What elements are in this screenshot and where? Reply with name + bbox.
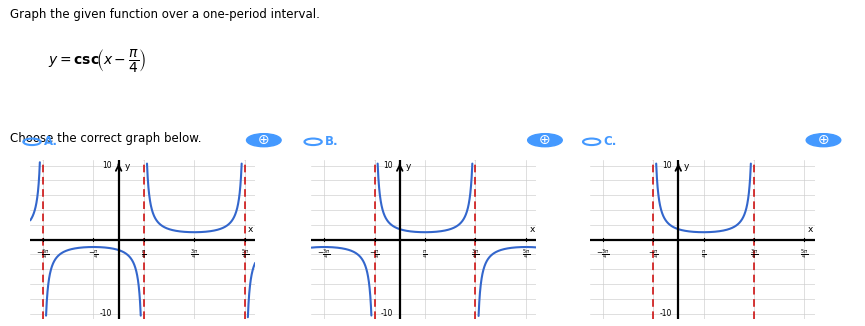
Text: $\frac{5\pi}{4}$: $\frac{5\pi}{4}$ bbox=[800, 248, 809, 262]
Text: $-\frac{\pi}{4}$: $-\frac{\pi}{4}$ bbox=[88, 248, 99, 260]
Text: y: y bbox=[406, 162, 411, 170]
Text: $\frac{3\pi}{4}$: $\frac{3\pi}{4}$ bbox=[750, 248, 758, 262]
Text: $-\frac{\pi}{4}$: $-\frac{\pi}{4}$ bbox=[648, 248, 658, 260]
Text: $\frac{\pi}{4}$: $\frac{\pi}{4}$ bbox=[141, 248, 146, 260]
Text: ⊕: ⊕ bbox=[258, 133, 270, 146]
Text: C.: C. bbox=[604, 135, 617, 148]
Text: $\frac{3\pi}{4}$: $\frac{3\pi}{4}$ bbox=[190, 248, 198, 262]
Text: A.: A. bbox=[44, 135, 58, 148]
Text: Choose the correct graph below.: Choose the correct graph below. bbox=[10, 132, 202, 145]
Text: -10: -10 bbox=[659, 309, 672, 318]
Text: x: x bbox=[248, 225, 253, 234]
Text: -10: -10 bbox=[99, 309, 112, 318]
Text: $y=\mathbf{csc}\!\left(x-\dfrac{\pi}{4}\right)$: $y=\mathbf{csc}\!\left(x-\dfrac{\pi}{4}\… bbox=[48, 47, 146, 74]
Text: ⊕: ⊕ bbox=[539, 133, 551, 146]
Text: -10: -10 bbox=[381, 309, 394, 318]
Text: $-\frac{3\pi}{4}$: $-\frac{3\pi}{4}$ bbox=[317, 248, 331, 262]
Text: $-\frac{3\pi}{4}$: $-\frac{3\pi}{4}$ bbox=[36, 248, 50, 262]
Text: $-\frac{3\pi}{4}$: $-\frac{3\pi}{4}$ bbox=[596, 248, 610, 262]
Text: y: y bbox=[125, 162, 130, 170]
Text: $\frac{\pi}{4}$: $\frac{\pi}{4}$ bbox=[701, 248, 706, 260]
Text: 10: 10 bbox=[103, 161, 112, 170]
Text: x: x bbox=[529, 225, 535, 234]
Text: ⊕: ⊕ bbox=[817, 133, 830, 146]
Text: Graph the given function over a one-period interval.: Graph the given function over a one-peri… bbox=[10, 8, 320, 21]
Text: $\frac{3\pi}{4}$: $\frac{3\pi}{4}$ bbox=[471, 248, 479, 262]
Text: 10: 10 bbox=[384, 161, 394, 170]
Text: B.: B. bbox=[325, 135, 339, 148]
Text: $-\frac{\pi}{4}$: $-\frac{\pi}{4}$ bbox=[369, 248, 380, 260]
Text: $\frac{5\pi}{4}$: $\frac{5\pi}{4}$ bbox=[522, 248, 530, 262]
Text: y: y bbox=[684, 162, 689, 170]
Text: 10: 10 bbox=[663, 161, 672, 170]
Text: $\frac{5\pi}{4}$: $\frac{5\pi}{4}$ bbox=[240, 248, 249, 262]
Text: $\frac{\pi}{4}$: $\frac{\pi}{4}$ bbox=[422, 248, 427, 260]
Text: x: x bbox=[808, 225, 813, 234]
